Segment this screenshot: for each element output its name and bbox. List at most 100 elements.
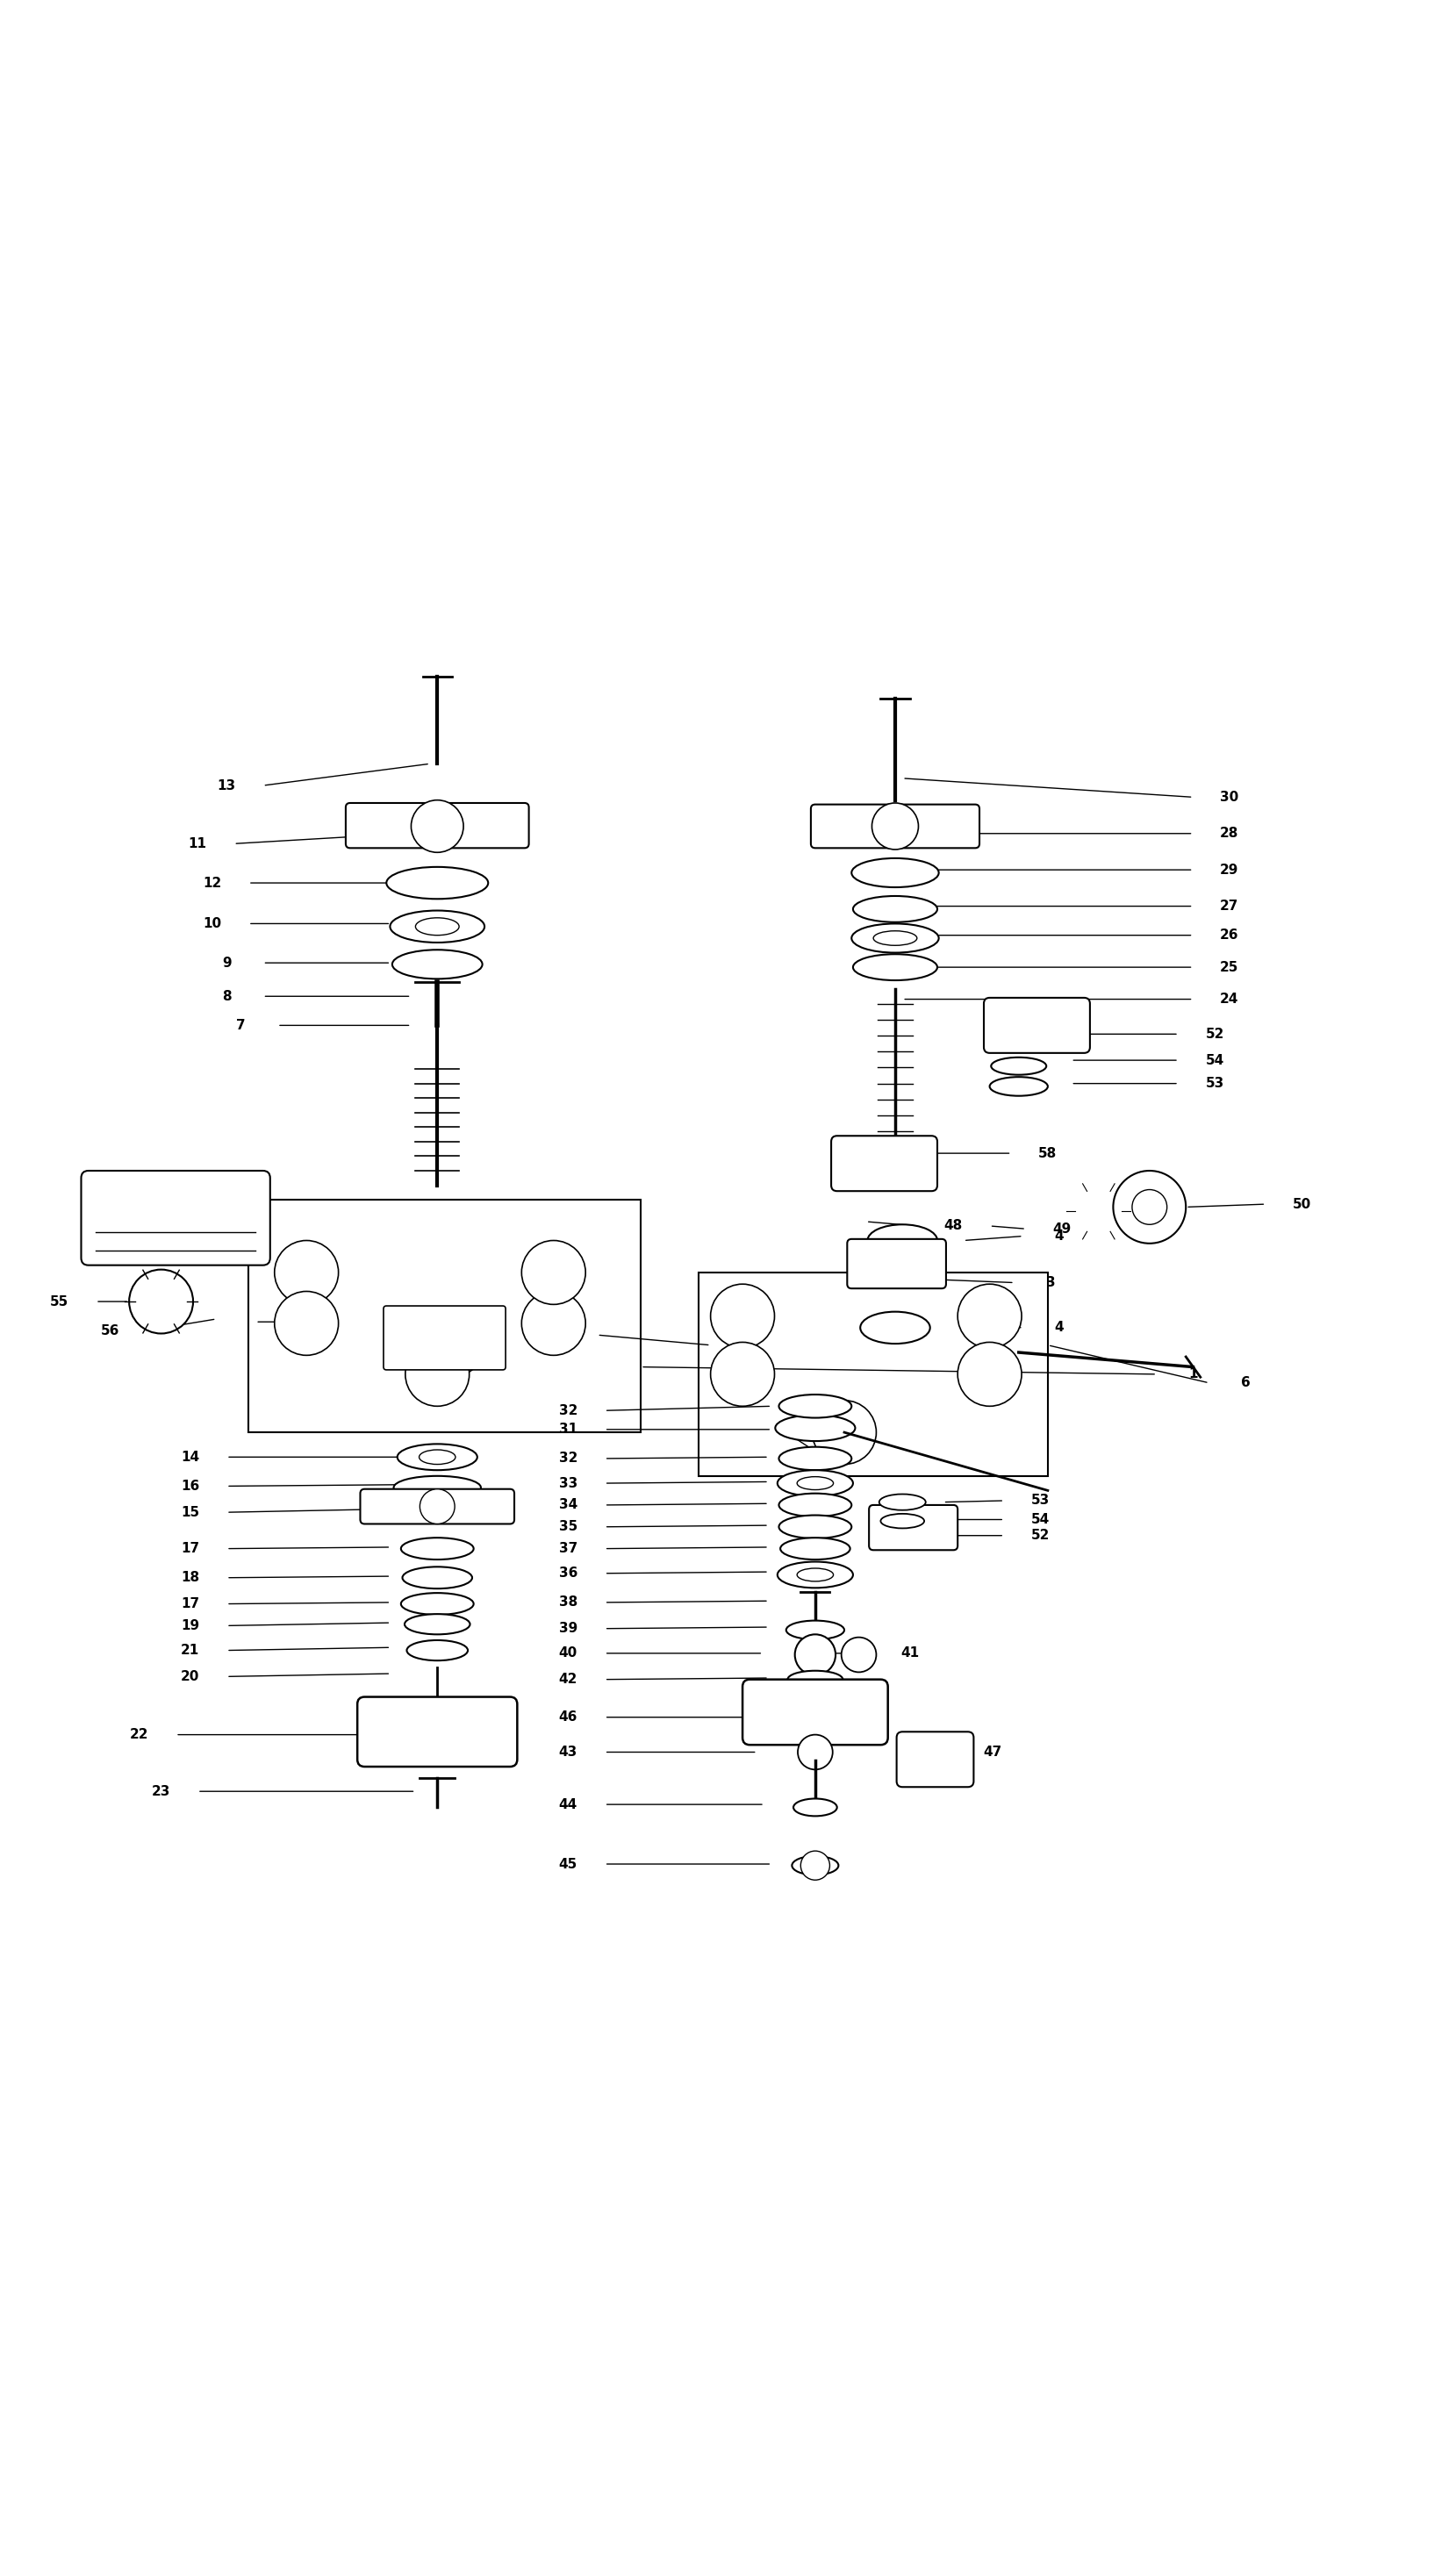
Circle shape: [521, 1292, 585, 1356]
Ellipse shape: [779, 1395, 852, 1418]
Text: 32: 32: [559, 1452, 578, 1465]
Ellipse shape: [853, 955, 938, 981]
Text: 32: 32: [559, 1403, 578, 1418]
Ellipse shape: [778, 1470, 853, 1495]
Circle shape: [958, 1284, 1022, 1349]
Circle shape: [130, 1269, 194, 1333]
Circle shape: [411, 801, 463, 852]
Text: 4: 4: [1054, 1320, 1064, 1333]
Ellipse shape: [392, 950, 482, 978]
Text: 6: 6: [1241, 1377, 1251, 1390]
Text: 17: 17: [181, 1598, 199, 1611]
Ellipse shape: [386, 867, 488, 898]
Text: 51: 51: [1155, 1202, 1174, 1215]
Text: 50: 50: [1293, 1197, 1312, 1210]
Text: 42: 42: [559, 1673, 578, 1686]
Text: 48: 48: [943, 1220, 962, 1233]
Polygon shape: [699, 1272, 1048, 1475]
Text: 17: 17: [181, 1542, 199, 1555]
Text: 52: 52: [1206, 1027, 1224, 1040]
Text: 7: 7: [236, 1019, 246, 1032]
Text: 10: 10: [202, 916, 221, 929]
Text: 38: 38: [559, 1596, 578, 1609]
Text: 24: 24: [1220, 994, 1239, 1006]
Text: 53: 53: [1206, 1076, 1224, 1091]
FancyBboxPatch shape: [869, 1506, 958, 1550]
Circle shape: [419, 1488, 454, 1524]
FancyBboxPatch shape: [811, 806, 980, 847]
Text: 47: 47: [983, 1745, 1002, 1758]
Circle shape: [275, 1241, 338, 1305]
Circle shape: [801, 1851, 830, 1879]
Text: 1: 1: [1188, 1367, 1198, 1380]
FancyBboxPatch shape: [897, 1732, 974, 1786]
Ellipse shape: [400, 1593, 473, 1614]
Text: 11: 11: [188, 837, 207, 849]
Circle shape: [842, 1637, 877, 1673]
Text: 55: 55: [50, 1295, 68, 1308]
Ellipse shape: [775, 1416, 855, 1441]
Text: 54: 54: [1206, 1053, 1224, 1066]
FancyBboxPatch shape: [82, 1171, 271, 1266]
Text: 4: 4: [1054, 1230, 1064, 1243]
Text: 49: 49: [1053, 1223, 1072, 1236]
Ellipse shape: [796, 1477, 833, 1490]
Text: 18: 18: [181, 1570, 199, 1583]
Circle shape: [711, 1341, 775, 1405]
Ellipse shape: [780, 1537, 850, 1560]
Ellipse shape: [853, 896, 938, 921]
Ellipse shape: [400, 1537, 473, 1560]
Text: 58: 58: [1038, 1145, 1057, 1161]
Ellipse shape: [796, 1568, 833, 1580]
Text: 43: 43: [559, 1745, 578, 1758]
Text: 28: 28: [1220, 826, 1239, 839]
Ellipse shape: [788, 1671, 843, 1689]
Text: 26: 26: [1220, 929, 1239, 942]
Text: 15: 15: [181, 1506, 199, 1519]
Ellipse shape: [852, 924, 939, 952]
Text: 44: 44: [559, 1797, 578, 1812]
Text: 13: 13: [217, 780, 236, 793]
FancyBboxPatch shape: [743, 1678, 888, 1745]
Text: 41: 41: [900, 1647, 919, 1660]
Text: 39: 39: [559, 1622, 578, 1634]
Text: 8: 8: [221, 991, 232, 1004]
FancyBboxPatch shape: [831, 1135, 938, 1192]
Text: 29: 29: [1220, 862, 1239, 875]
Text: 34: 34: [559, 1498, 578, 1511]
Circle shape: [419, 1313, 483, 1377]
Ellipse shape: [879, 1493, 926, 1511]
Ellipse shape: [393, 1475, 480, 1498]
Ellipse shape: [402, 1568, 472, 1588]
Text: 16: 16: [181, 1480, 199, 1493]
Text: 23: 23: [151, 1784, 170, 1799]
Circle shape: [872, 803, 919, 849]
Ellipse shape: [778, 1562, 853, 1588]
Ellipse shape: [794, 1799, 837, 1817]
Text: 14: 14: [181, 1452, 199, 1465]
Text: 22: 22: [130, 1727, 149, 1740]
Circle shape: [521, 1241, 585, 1305]
FancyBboxPatch shape: [345, 803, 529, 847]
FancyBboxPatch shape: [383, 1305, 505, 1369]
Circle shape: [795, 1634, 836, 1676]
Ellipse shape: [405, 1614, 470, 1634]
Text: 33: 33: [559, 1477, 578, 1490]
Ellipse shape: [779, 1447, 852, 1470]
Ellipse shape: [990, 1076, 1048, 1097]
Ellipse shape: [419, 1449, 456, 1465]
Text: 37: 37: [559, 1542, 578, 1555]
Ellipse shape: [874, 932, 917, 945]
Text: 20: 20: [181, 1671, 199, 1683]
Text: 12: 12: [202, 875, 221, 891]
Text: 40: 40: [559, 1647, 578, 1660]
Ellipse shape: [390, 911, 485, 942]
Ellipse shape: [860, 1313, 930, 1344]
Text: 27: 27: [1220, 898, 1239, 914]
Text: 25: 25: [1220, 960, 1239, 973]
Text: 35: 35: [559, 1521, 578, 1534]
Circle shape: [812, 1400, 877, 1465]
Circle shape: [711, 1284, 775, 1349]
FancyBboxPatch shape: [984, 999, 1091, 1053]
Text: 21: 21: [181, 1645, 199, 1658]
